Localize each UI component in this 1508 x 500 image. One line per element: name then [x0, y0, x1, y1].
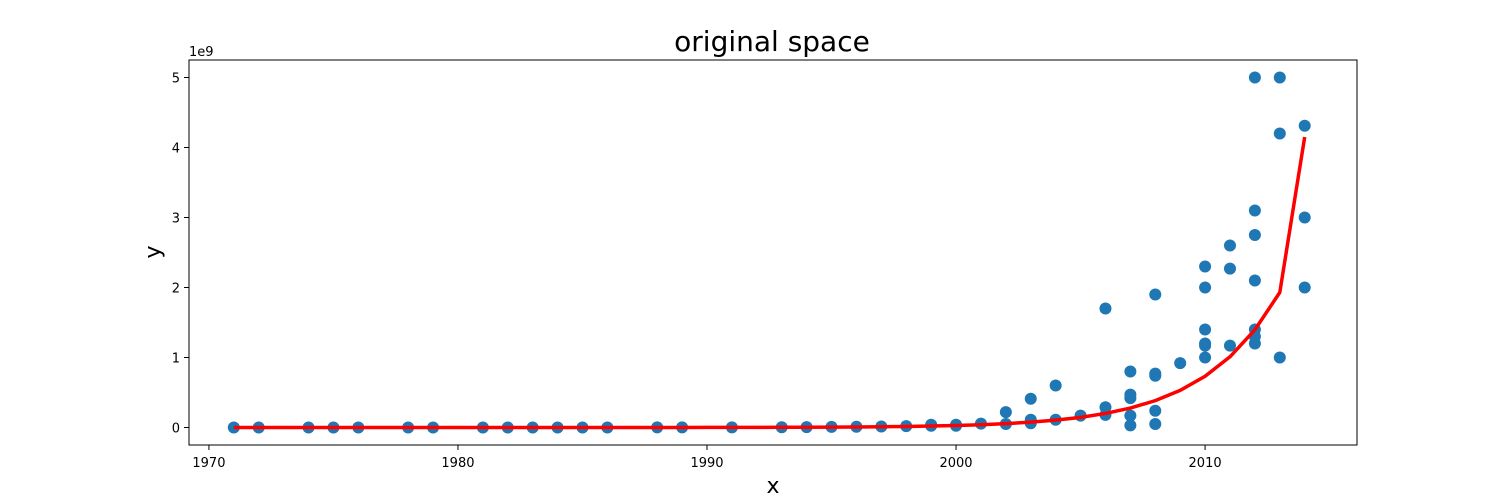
data-point	[1199, 260, 1212, 273]
data-point	[1099, 302, 1112, 315]
data-point	[1124, 409, 1137, 422]
data-point	[1298, 119, 1311, 132]
y-axis-ticks: 0 1 2 3 4 5	[172, 72, 189, 437]
data-point	[999, 406, 1012, 419]
x-tick-label: 1980	[441, 456, 474, 471]
plot-frame	[188, 59, 1358, 446]
y-tick-label: 2	[172, 282, 180, 297]
y-tick-label: 1	[172, 352, 180, 367]
data-point	[1099, 401, 1112, 414]
x-tick-label: 2010	[1189, 456, 1222, 471]
data-point	[1223, 239, 1236, 252]
data-points	[227, 71, 1311, 434]
x-tick-label: 2000	[939, 456, 972, 471]
data-point	[1124, 365, 1137, 378]
data-point	[1273, 351, 1286, 364]
y-axis-offset-label: 1e9	[189, 45, 214, 60]
data-point	[1199, 337, 1212, 350]
data-point	[1223, 339, 1236, 352]
y-tick-label: 4	[172, 142, 180, 157]
x-tick-label: 1990	[690, 456, 723, 471]
data-point	[1298, 281, 1311, 294]
x-tick-label: 1970	[192, 456, 225, 471]
data-point	[1049, 379, 1062, 392]
data-point	[1248, 274, 1261, 287]
data-point	[1248, 71, 1261, 84]
data-point	[1149, 367, 1162, 380]
y-axis-label: y	[141, 245, 166, 258]
y-tick-label: 3	[172, 212, 180, 227]
data-point	[227, 421, 240, 434]
data-point	[1124, 419, 1137, 432]
x-axis-ticks: 1970 1980 1990 2000 2010	[192, 445, 1222, 471]
x-axis-label: x	[766, 474, 779, 499]
data-point	[1223, 262, 1236, 275]
fit-line-layer	[233, 136, 1307, 430]
data-point	[1199, 281, 1212, 294]
chart-title: original space	[674, 25, 870, 58]
data-point	[1273, 71, 1286, 84]
data-point	[1248, 229, 1261, 241]
data-point	[1199, 323, 1212, 336]
data-point	[1298, 211, 1311, 224]
data-point	[1124, 388, 1137, 401]
data-point	[1024, 392, 1037, 405]
data-point	[1199, 351, 1212, 364]
y-tick-label: 0	[172, 422, 180, 437]
data-point	[1174, 357, 1187, 370]
fit-line	[233, 136, 1307, 430]
y-tick-label: 5	[172, 72, 180, 87]
data-point	[1149, 418, 1162, 430]
data-point	[1149, 288, 1162, 301]
data-point	[1248, 204, 1261, 217]
data-point	[1273, 127, 1286, 140]
data-point	[1149, 404, 1162, 417]
